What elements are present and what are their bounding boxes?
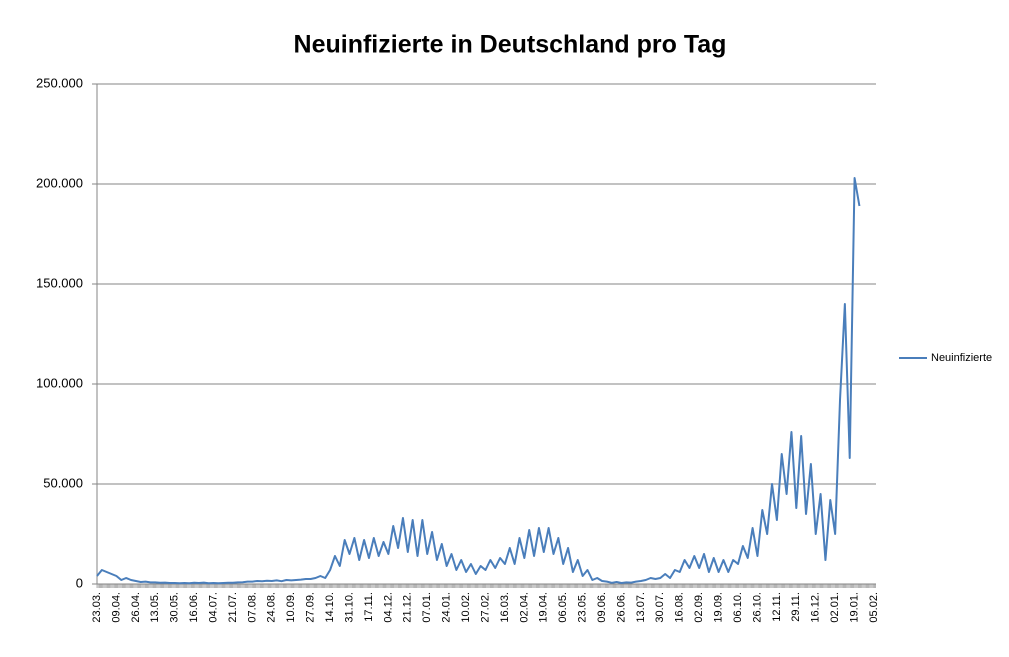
x-tick-label: 02.04. bbox=[518, 592, 530, 623]
x-tick-label: 06.10. bbox=[732, 592, 744, 623]
data-line bbox=[96, 177, 861, 585]
x-tick-label: 21.07. bbox=[227, 592, 239, 623]
x-tick-label: 26.06. bbox=[615, 592, 627, 623]
x-tick-label: 16.06. bbox=[188, 592, 200, 623]
x-tick-label: 23.05. bbox=[577, 592, 589, 623]
x-tick-label: 31.10. bbox=[343, 592, 355, 623]
x-tick-label: 16.08. bbox=[674, 592, 686, 623]
x-tick-label: 27.09. bbox=[305, 592, 317, 623]
x-tick-label: 13.07. bbox=[635, 592, 647, 623]
x-tick-label: 29.11. bbox=[790, 592, 802, 622]
x-tick-label: 23.03. bbox=[91, 592, 103, 623]
x-tick-label: 30.07. bbox=[654, 592, 666, 623]
y-tick-label: 250.000 bbox=[36, 75, 83, 90]
x-tick-label: 24.08. bbox=[266, 592, 278, 623]
x-tick-label: 16.03. bbox=[499, 592, 511, 623]
x-tick-label: 14.10. bbox=[324, 592, 336, 623]
x-tick-label: 06.05. bbox=[557, 592, 569, 623]
x-tick-label: 19.09. bbox=[713, 592, 725, 623]
x-tick-label: 19.01. bbox=[848, 592, 860, 623]
y-tick-label: 100.000 bbox=[36, 375, 83, 390]
x-tick-label: 02.09. bbox=[693, 592, 705, 623]
x-tick-label: 04.07. bbox=[207, 592, 219, 623]
x-tick-label: 13.05. bbox=[149, 592, 161, 623]
x-tick-label: 09.04. bbox=[110, 592, 122, 623]
x-tick-label: 27.02. bbox=[479, 592, 491, 623]
x-tick-label: 19.04. bbox=[538, 592, 550, 623]
legend-label: Neuinfizierte bbox=[931, 352, 992, 364]
y-tick-label: 50.000 bbox=[43, 475, 83, 490]
x-tick-label: 26.10. bbox=[751, 592, 763, 623]
x-tick-label: 02.01. bbox=[829, 592, 841, 623]
x-tick-label: 07.01. bbox=[421, 592, 433, 623]
y-tick-label: 200.000 bbox=[36, 175, 83, 190]
x-tick-label: 16.12. bbox=[810, 592, 822, 623]
x-tick-label: 07.08. bbox=[246, 592, 258, 623]
x-tick-label: 10.09. bbox=[285, 592, 297, 623]
x-tick-label: 30.05. bbox=[169, 592, 181, 623]
x-tick-label: 04.12. bbox=[382, 592, 394, 623]
x-tick-label: 10.02. bbox=[460, 592, 472, 623]
x-tick-label: 17.11. bbox=[363, 592, 375, 622]
x-tick-label: 24.01. bbox=[441, 592, 453, 623]
x-tick-label: 12.11. bbox=[771, 592, 783, 622]
y-tick-label: 150.000 bbox=[36, 275, 83, 290]
x-tick-label: 09.06. bbox=[596, 592, 608, 623]
x-tick-label: 26.04. bbox=[130, 592, 142, 623]
x-tick-label: 05.02. bbox=[868, 592, 880, 623]
chart-title: Neuinfizierte in Deutschland pro Tag bbox=[294, 31, 727, 59]
y-tick-label: 0 bbox=[76, 575, 83, 590]
x-tick-label: 21.12. bbox=[402, 592, 414, 623]
